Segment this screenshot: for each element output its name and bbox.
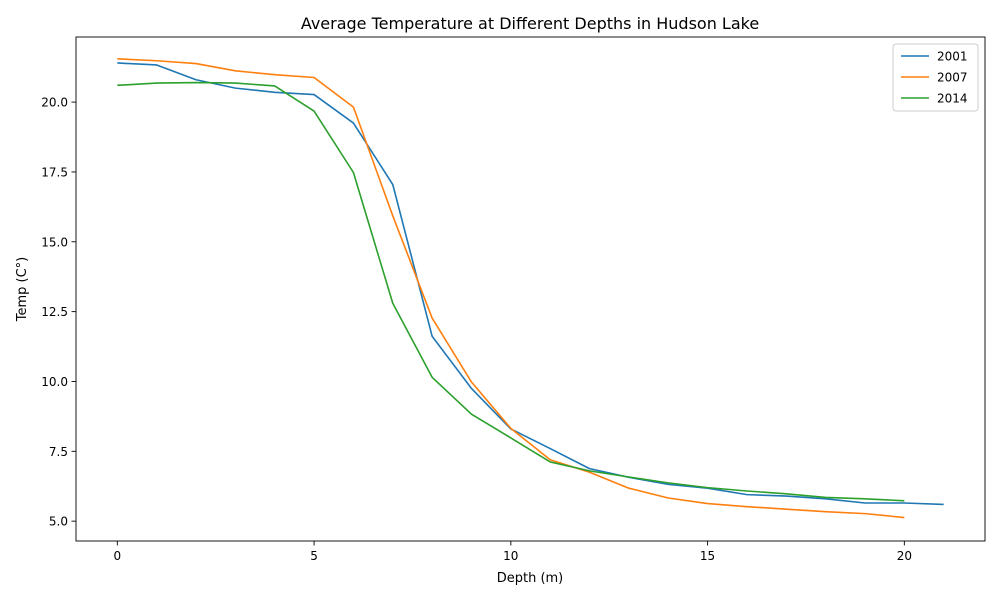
legend-label-2001: 2001 (937, 50, 968, 64)
axes-frame (75, 36, 986, 542)
x-tick-label: 20 (897, 549, 912, 563)
y-tick-label: 20.0 (41, 96, 68, 110)
chart-title: Average Temperature at Different Depths … (301, 14, 759, 33)
x-tick-label: 15 (700, 549, 715, 563)
legend-label-2014: 2014 (937, 92, 968, 106)
legend-label-2007: 2007 (937, 71, 968, 85)
y-tick-label: 10.0 (41, 375, 68, 389)
y-tick-label: 17.5 (41, 165, 68, 179)
legend-box (892, 43, 979, 112)
series-line-2001 (117, 62, 944, 506)
plot-area: 0 5 10 15 20 5.0 7.5 10.0 12.5 15.0 17.5 20.0 (41, 36, 986, 563)
series-line-2007 (117, 57, 905, 519)
y-tick-label: 7.5 (49, 445, 68, 459)
series-line-2014 (117, 81, 905, 502)
y-tick-label: 15.0 (41, 235, 68, 249)
y-tick-label: 12.5 (41, 305, 68, 319)
legend: 2001 2007 2014 (892, 43, 979, 112)
y-tick-label: 5.0 (49, 515, 68, 529)
x-tick-label: 10 (503, 549, 518, 563)
x-axis-label: Depth (m) (497, 571, 564, 586)
y-axis-label: Temp (C°) (15, 257, 30, 323)
x-tick-label: 5 (310, 549, 318, 563)
x-tick-label: 0 (113, 549, 121, 563)
